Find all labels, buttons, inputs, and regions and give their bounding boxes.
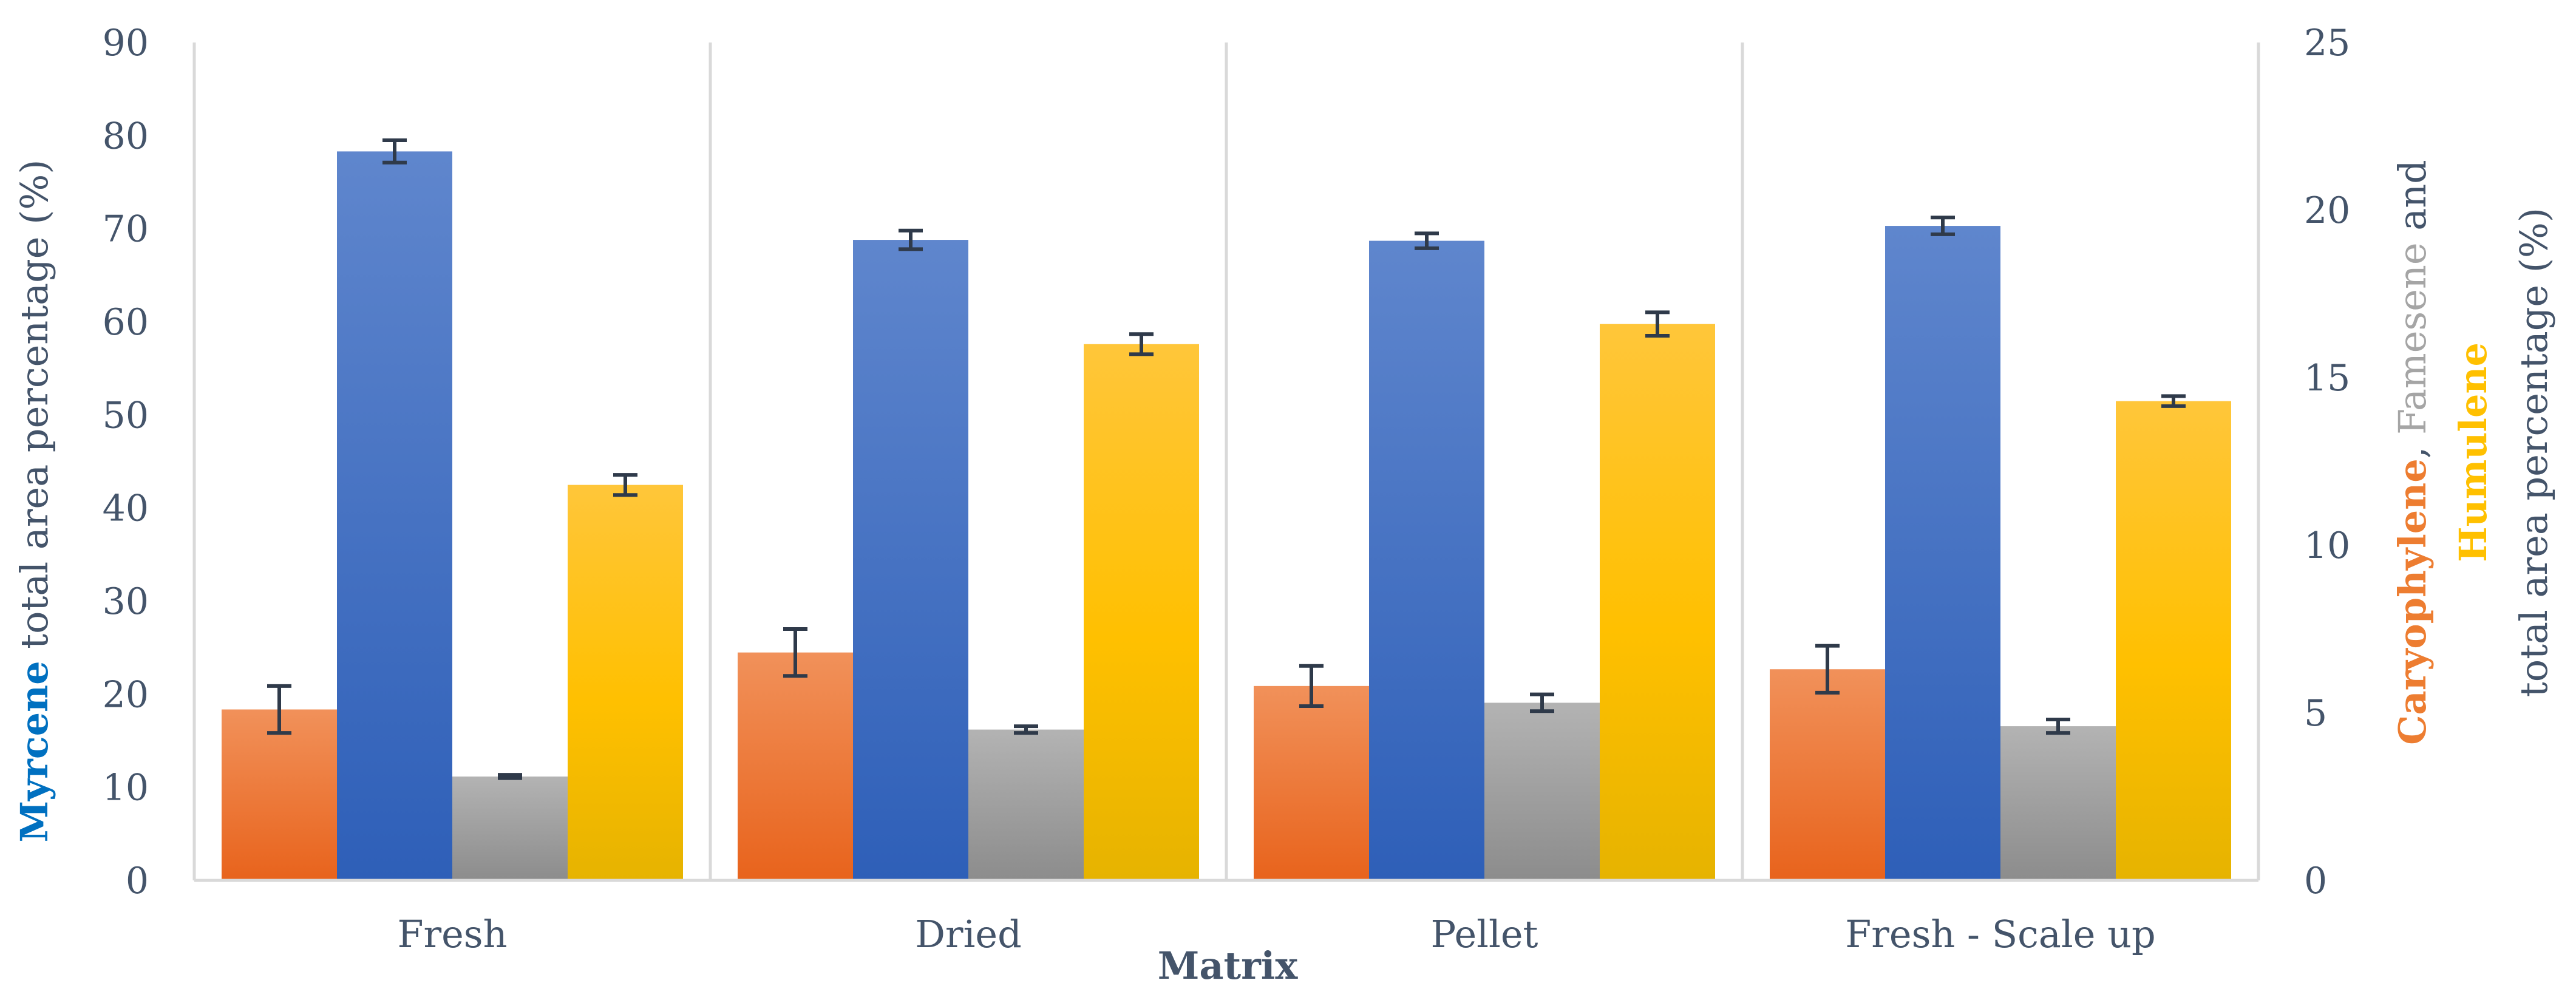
bar-famesene-dried bbox=[968, 729, 1084, 880]
right-y-title-and: and bbox=[2390, 160, 2435, 242]
error-bars-layer bbox=[267, 138, 2186, 780]
bar-caryophylene-fresh bbox=[222, 709, 337, 880]
bar-famesene-fresh bbox=[452, 776, 568, 880]
bar-humulene-fresh-scale-up bbox=[2116, 401, 2231, 880]
left-y-tick-label: 0 bbox=[126, 860, 149, 902]
right-y-title-famesene: Famesene bbox=[2390, 242, 2435, 434]
right-y-axis-title-line1: Caryophylene, Famesene and bbox=[2390, 160, 2435, 745]
right-y-tick-labels: 0 5 10 15 20 25 bbox=[2304, 22, 2350, 902]
right-y-title-sep: , bbox=[2390, 435, 2435, 458]
x-category-labels: Fresh Dried Pellet Fresh - Scale up bbox=[397, 912, 2155, 956]
category-separators bbox=[192, 43, 2260, 880]
bar-caryophylene-pellet bbox=[1254, 685, 1369, 880]
left-y-tick-label: 20 bbox=[103, 673, 149, 716]
left-y-axis-title: Myrcene total area percentage (%) bbox=[12, 160, 56, 843]
bar-caryophylene-fresh-scale-up bbox=[1770, 669, 1885, 880]
right-y-tick-label: 15 bbox=[2304, 357, 2350, 400]
right-y-tick-label: 25 bbox=[2304, 22, 2350, 64]
bar-humulene-dried bbox=[1084, 344, 1199, 880]
right-y-tick-label: 20 bbox=[2304, 189, 2350, 232]
right-y-title-caryophylene: Caryophylene bbox=[2390, 458, 2435, 745]
left-y-title-highlight: Myrcene bbox=[12, 661, 56, 842]
right-y-axis-title-line2: Humulene bbox=[2451, 342, 2495, 562]
bar-myrcene-fresh bbox=[337, 151, 452, 880]
left-y-tick-label: 50 bbox=[103, 394, 149, 437]
left-y-tick-label: 10 bbox=[103, 767, 149, 809]
x-category-label-dried: Dried bbox=[915, 912, 1022, 956]
right-y-tick-label: 0 bbox=[2304, 860, 2327, 902]
left-y-tick-label: 60 bbox=[103, 301, 149, 344]
x-category-label-fresh: Fresh bbox=[397, 912, 507, 956]
bar-myrcene-dried bbox=[853, 240, 968, 881]
x-category-label-pellet: Pellet bbox=[1431, 912, 1538, 956]
x-axis-title: Matrix bbox=[1158, 944, 1299, 988]
left-y-tick-label: 30 bbox=[103, 580, 149, 623]
bar-myrcene-fresh-scale-up bbox=[1885, 226, 2000, 881]
right-y-tick-label: 5 bbox=[2304, 692, 2327, 735]
left-y-tick-label: 80 bbox=[103, 115, 149, 157]
right-y-tick-label: 10 bbox=[2304, 525, 2350, 567]
left-y-tick-label: 40 bbox=[103, 488, 149, 530]
x-category-label-fresh-scale-up: Fresh - Scale up bbox=[1845, 912, 2155, 956]
bar-humulene-fresh bbox=[568, 485, 683, 880]
bar-famesene-fresh-scale-up bbox=[2000, 726, 2116, 880]
left-y-tick-labels: 0 10 20 30 40 50 60 70 80 90 bbox=[103, 22, 149, 902]
left-y-tick-label: 70 bbox=[103, 208, 149, 251]
left-y-title-rest: total area percentage (%) bbox=[12, 160, 56, 661]
bar-humulene-pellet bbox=[1600, 324, 1715, 880]
bar-caryophylene-dried bbox=[738, 652, 853, 880]
left-y-tick-label: 90 bbox=[103, 22, 149, 64]
right-y-axis-title-line3: total area percentage (%) bbox=[2512, 208, 2556, 697]
bar-myrcene-pellet bbox=[1369, 240, 1484, 881]
bars-layer bbox=[222, 151, 2231, 881]
bar-famesene-pellet bbox=[1484, 702, 1600, 880]
